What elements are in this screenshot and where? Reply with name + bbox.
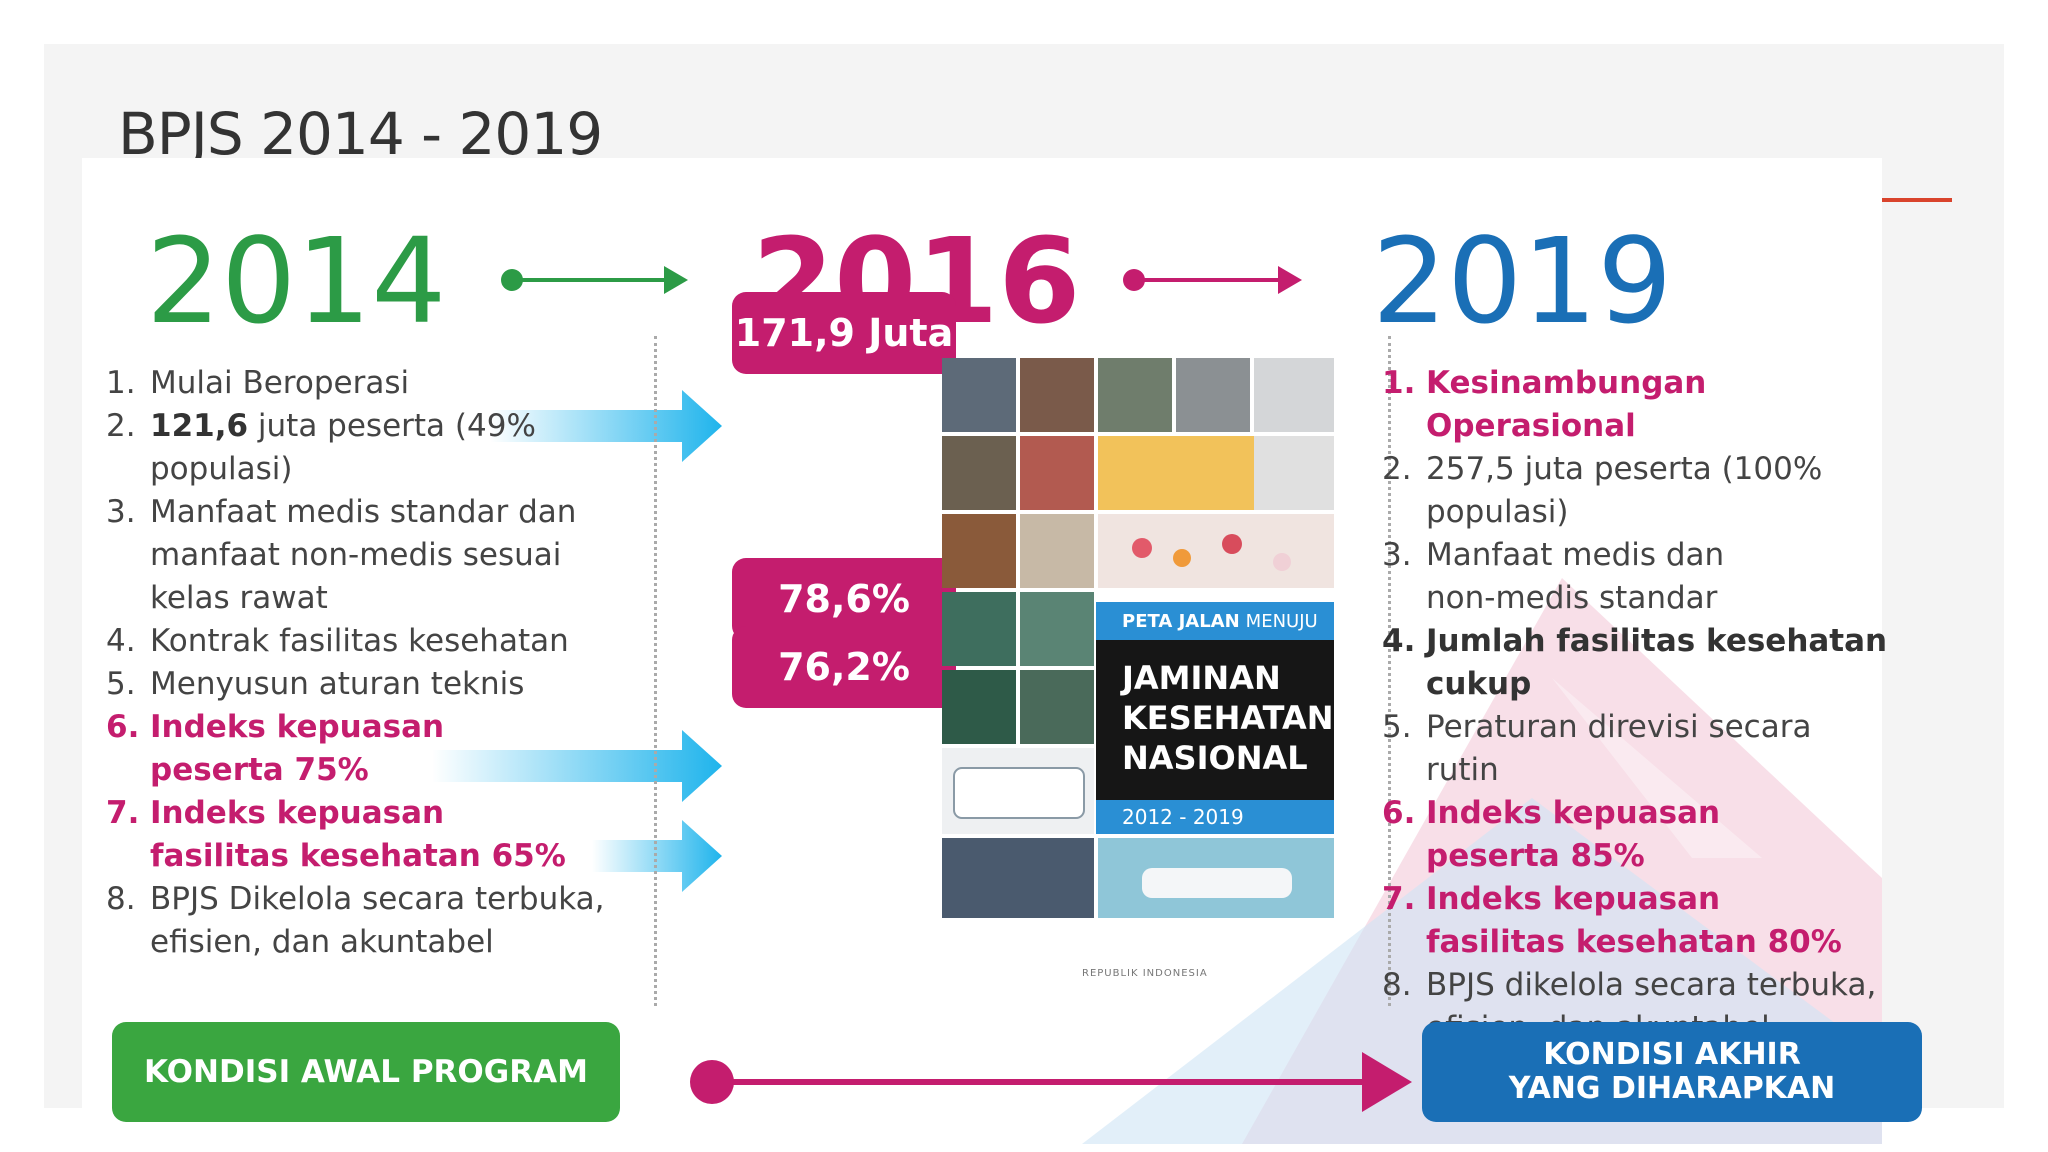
list-item: 4. Jumlah fasilitas kesehatan cukup — [1382, 623, 1888, 702]
ambulance-shape — [953, 767, 1085, 819]
cover-photo — [1254, 436, 1334, 510]
cover-photo — [942, 436, 1016, 510]
stat-participants-2016: 171,9 Juta — [732, 292, 956, 374]
cover-banner: PETA JALAN MENUJU — [1096, 602, 1334, 640]
roadmap-book-cover: PETA JALAN MENUJU JAMINAN KESEHATAN NASIO… — [942, 358, 1334, 979]
pill-shape — [1132, 538, 1152, 558]
cover-photo — [1020, 436, 1094, 510]
expected-condition-line: YANG DIHARAPKAN — [1508, 1071, 1836, 1106]
boat-shape — [1142, 868, 1292, 898]
stat-satisfaction-facilities: 76,2% — [732, 626, 956, 708]
left-divider — [654, 336, 657, 1006]
green-arrow-head — [664, 266, 688, 294]
cover-photo — [1254, 358, 1334, 432]
pill-shape — [1222, 534, 1242, 554]
cover-photo — [942, 592, 1016, 666]
cover-photo — [1098, 436, 1254, 510]
light-triangle — [1552, 678, 1762, 858]
cover-photo — [1176, 358, 1250, 432]
list-item: 2. 257,5 juta peserta (100% populasi) — [1382, 451, 1823, 530]
year-2019: 2019 — [1372, 212, 1673, 350]
cover-photo — [1020, 670, 1094, 744]
page-title: BPJS 2014 - 2019 — [118, 100, 603, 168]
cover-photo — [1098, 358, 1172, 432]
cover-photo — [942, 514, 1016, 588]
cover-title-line: KESEHATAN — [1122, 699, 1334, 737]
cover-photo — [942, 670, 1016, 744]
cover-years: 2012 - 2019 — [1096, 800, 1334, 834]
expected-conditions-list: 1. Kesinambungan Operasional 2. 257,5 juta… — [1382, 362, 1887, 1050]
pink-arrow-head — [1278, 266, 1302, 294]
list-item: 3. Manfaat medis standar dan manfaat non-… — [106, 494, 577, 616]
list-item: 3. Manfaat medis dan non-medis standar — [1382, 537, 1725, 616]
year-2014: 2014 — [146, 212, 447, 350]
timeline-arrows — [432, 266, 1412, 1112]
bottom-arrow-head — [1362, 1052, 1412, 1112]
cyan-arrow-satisfaction-participants — [432, 730, 722, 802]
cover-title-line: NASIONAL — [1122, 739, 1308, 777]
pill-shape — [1273, 553, 1291, 571]
list-item: 6. Indeks kepuasan peserta 85% — [1382, 795, 1721, 874]
cover-photo — [1020, 514, 1094, 588]
cyan-arrow-participants — [490, 390, 722, 462]
cover-title-line: JAMINAN — [1122, 659, 1281, 697]
cover-photo — [942, 358, 1016, 432]
expected-condition-line: KONDISI AKHIR — [1543, 1037, 1801, 1072]
cover-photo-grid — [942, 358, 1334, 918]
list-item: 1. Mulai Beroperasi — [106, 365, 410, 401]
cover-photo — [1020, 592, 1094, 666]
cover-footer: REPUBLIK INDONESIA — [1082, 968, 1208, 979]
right-divider — [1388, 336, 1391, 1006]
list-item: 2. 121,6 juta peserta (49% populasi) — [106, 408, 536, 487]
roadmap-panel: 2014 2016 2019 1. Mulai Beroperasi 2. 121,… — [82, 158, 1922, 1144]
list-item: 4. Kontrak fasilitas kesehatan — [106, 623, 569, 659]
pill-shape — [1173, 549, 1191, 567]
list-item: 7. Indeks kepuasan fasilitas kesehatan 65… — [106, 795, 566, 874]
initial-conditions-list: 1. Mulai Beroperasi 2. 121,6 juta peserta … — [106, 362, 646, 964]
list-item: 8. BPJS Dikelola secara terbuka, efisien,… — [106, 881, 605, 960]
initial-condition-label: KONDISI AWAL PROGRAM — [112, 1022, 620, 1122]
cyan-arrow-satisfaction-facilities — [592, 820, 722, 892]
list-item: 6. Indeks kepuasan peserta 75% — [106, 709, 445, 788]
cover-photo — [1020, 358, 1094, 432]
expected-condition-label: KONDISI AKHIR YANG DIHARAPKAN — [1422, 1022, 1922, 1122]
list-item: 1. Kesinambungan Operasional — [1382, 365, 1707, 444]
list-item: 7. Indeks kepuasan fasilitas kesehatan 80… — [1382, 881, 1842, 960]
list-item: 5. Menyusun aturan teknis — [106, 666, 525, 702]
cover-title: JAMINAN KESEHATAN NASIONAL — [1096, 640, 1334, 800]
cover-photo — [942, 838, 1094, 918]
list-item: 5. Peraturan direvisi secara rutin — [1382, 709, 1812, 788]
